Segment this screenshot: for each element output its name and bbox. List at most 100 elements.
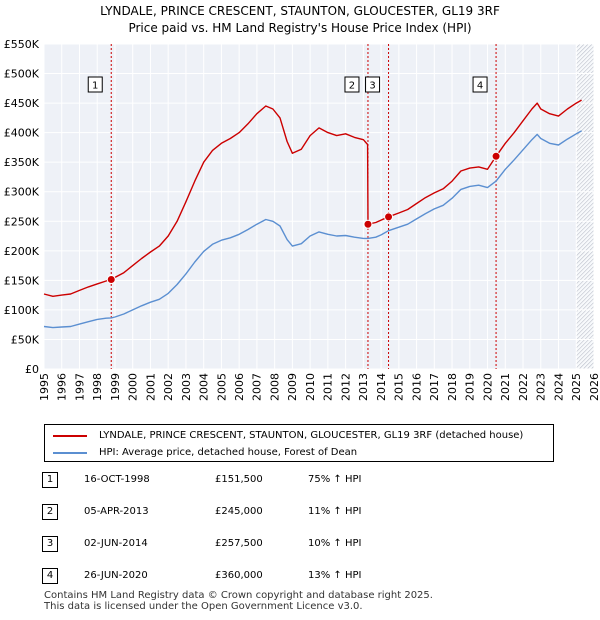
chart-subtitle: Price paid vs. HM Land Registry's House … — [128, 21, 472, 35]
sale-flags: 1 2 3 4 — [87, 76, 488, 93]
y-axis-ticks: £0 £50K £100K £150K £200K £250K £300K £350K £400… — [4, 38, 40, 376]
sale-date: 16-OCT-1998 — [84, 474, 150, 485]
x-tick-label: 2003 — [180, 373, 193, 401]
x-tick-label: 2004 — [198, 373, 211, 401]
y-tick-label: £50K — [11, 333, 40, 346]
x-tick-label: 2005 — [215, 373, 228, 401]
x-tick-label: 2015 — [393, 373, 406, 401]
sale-row: 4 26-JUN-2020 £360,000 13% ↑ HPI — [0, 566, 600, 588]
x-tick-label: 2000 — [127, 373, 140, 401]
legend: LYNDALE, PRINCE CRESCENT, STAUNTON, GLOU… — [44, 424, 554, 462]
x-tick-label: 1999 — [109, 373, 122, 401]
sale-date: 05-APR-2013 — [84, 506, 149, 517]
y-tick-label: £250K — [4, 215, 40, 228]
hatch-line — [576, 193, 594, 213]
hatch-line — [576, 81, 594, 101]
series-line-hpi — [43, 130, 582, 329]
price-chart: 1 2 3 4 £0 £50K £100K £150K £200K £250K £300K £350… — [4, 38, 600, 401]
x-tick-label: 2026 — [588, 373, 600, 401]
hatch-line — [576, 189, 594, 209]
footer-attribution: Contains HM Land Registry data © Crown c… — [44, 590, 433, 612]
x-axis-ticks: 1995 1996 1997 1998 1999 2000 2001 2002 2003 2004… — [38, 373, 600, 401]
sale-row: 1 16-OCT-1998 £151,500 75% ↑ HPI — [0, 470, 600, 492]
y-tick-label: £350K — [4, 156, 40, 169]
hatch-line — [576, 89, 594, 109]
y-tick-label: £550K — [4, 38, 40, 51]
sale-number-badge: 1 — [42, 472, 58, 488]
x-tick-label: 2008 — [268, 373, 281, 401]
sale-price: £245,000 — [215, 506, 263, 517]
sale-row: 3 02-JUN-2014 £257,500 10% ↑ HPI — [0, 534, 600, 556]
sale-flag-box — [87, 76, 103, 93]
y-tick-label: £0 — [25, 363, 39, 376]
chart-title-block: LYNDALE, PRINCE CRESCENT, STAUNTON, GLOU… — [0, 3, 600, 37]
x-tick-label: 2024 — [552, 373, 565, 401]
sale-point — [491, 151, 501, 161]
x-tick-label: 2018 — [446, 373, 459, 401]
x-tick-label: 2019 — [464, 373, 477, 401]
x-tick-label: 2014 — [375, 373, 388, 401]
hatch-line — [576, 93, 594, 113]
sale-hpi-change: 75% ↑ HPI — [308, 474, 362, 485]
sale-price: £151,500 — [215, 474, 263, 485]
x-tick-label: 2012 — [339, 373, 352, 401]
sale-flag-box — [365, 76, 381, 93]
sale-flag-label: 2 — [349, 81, 355, 92]
sale-hpi-change: 10% ↑ HPI — [308, 538, 362, 549]
hatch-line — [576, 305, 594, 325]
hatch-line — [576, 297, 594, 317]
legend-swatch-property — [53, 435, 87, 437]
y-tick-label: £450K — [4, 97, 40, 110]
sale-point — [384, 212, 394, 222]
x-tick-label: 1995 — [38, 373, 51, 401]
hatch-line — [576, 197, 594, 217]
plot-area — [44, 44, 594, 369]
x-tick-label: 2025 — [570, 373, 583, 401]
legend-swatch-hpi — [53, 452, 87, 454]
hatch-line — [576, 201, 594, 221]
x-tick-label: 2020 — [481, 373, 494, 401]
x-tick-label: 2022 — [517, 373, 530, 401]
x-tick-label: 2021 — [499, 373, 512, 401]
sale-point — [106, 274, 116, 284]
footer-licence: This data is licensed under the Open Gov… — [44, 601, 363, 612]
sale-number-badge: 3 — [42, 536, 58, 552]
sale-number-badge: 4 — [42, 568, 58, 584]
x-tick-label: 2013 — [357, 373, 370, 401]
x-tick-label: 1998 — [91, 373, 104, 401]
sale-points — [106, 151, 501, 284]
x-tick-label: 1997 — [73, 373, 86, 401]
x-tick-label: 2011 — [322, 373, 335, 401]
sale-date: 26-JUN-2020 — [84, 570, 148, 581]
y-tick-label: £400K — [4, 127, 40, 140]
x-tick-label: 1996 — [56, 373, 69, 401]
y-tick-label: £150K — [4, 274, 40, 287]
sale-flag-box — [344, 76, 360, 93]
x-tick-label: 2009 — [286, 373, 299, 401]
hatch-line — [576, 301, 594, 321]
footer-copyright: Contains HM Land Registry data © Crown c… — [44, 590, 433, 601]
hatch-line — [576, 313, 594, 333]
sale-flag-label: 1 — [92, 81, 98, 92]
x-tick-label: 2016 — [410, 373, 423, 401]
legend-label-property: LYNDALE, PRINCE CRESCENT, STAUNTON, GLOU… — [99, 430, 524, 441]
grid-lines — [43, 43, 595, 370]
legend-label-hpi: HPI: Average price, detached house, Fore… — [99, 447, 358, 458]
x-tick-label: 2010 — [304, 373, 317, 401]
sale-point — [363, 219, 373, 229]
x-tick-label: 2006 — [233, 373, 246, 401]
sale-flag-label: 4 — [477, 81, 483, 92]
sale-hpi-change: 11% ↑ HPI — [308, 506, 362, 517]
sale-price: £257,500 — [215, 538, 263, 549]
sale-price: £360,000 — [215, 570, 263, 581]
y-tick-label: £100K — [4, 304, 40, 317]
sale-number-badge: 2 — [42, 504, 58, 520]
chart-title: LYNDALE, PRINCE CRESCENT, STAUNTON, GLOU… — [100, 4, 500, 18]
hatch-line — [576, 309, 594, 329]
x-tick-label: 2023 — [535, 373, 548, 401]
x-tick-label: 2001 — [144, 373, 157, 401]
x-tick-label: 2002 — [162, 373, 175, 401]
sale-flag-label: 3 — [369, 81, 375, 92]
sale-hpi-change: 13% ↑ HPI — [308, 570, 362, 581]
x-tick-label: 2007 — [251, 373, 264, 401]
